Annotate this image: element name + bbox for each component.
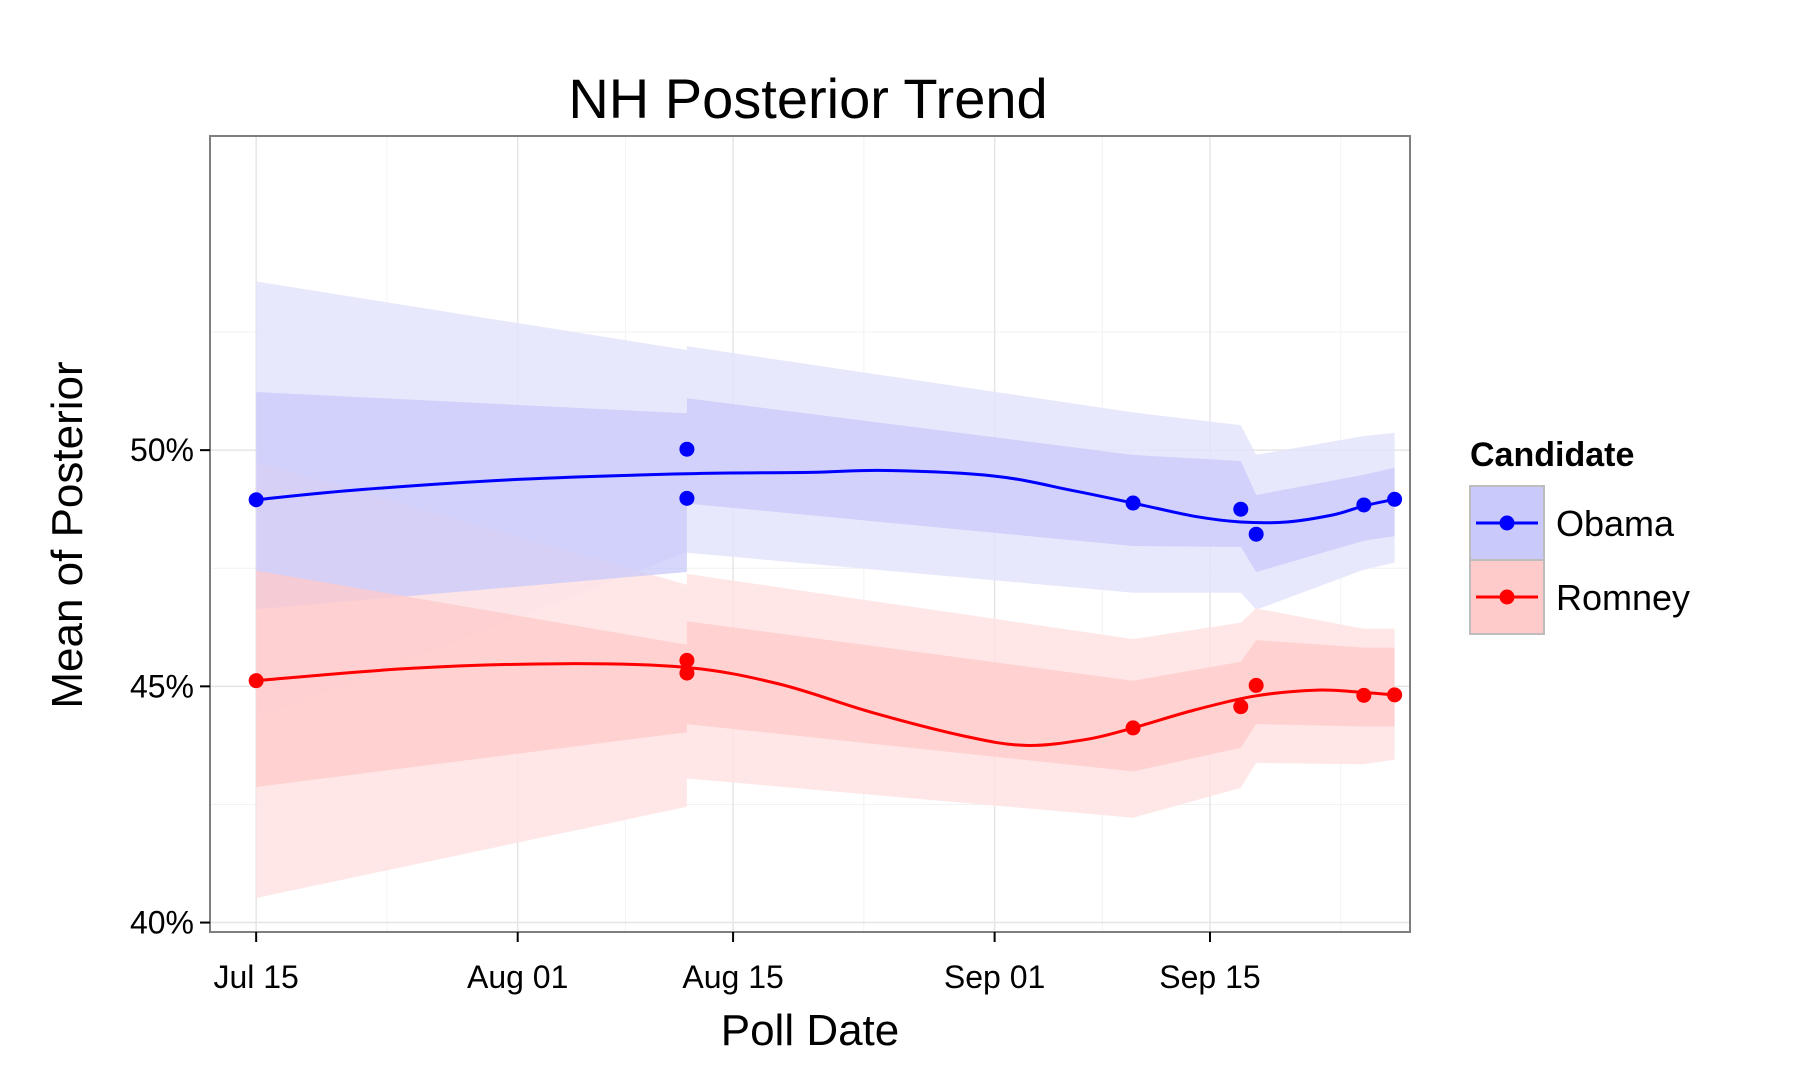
x-tick-label: Sep 01 (944, 959, 1045, 995)
data-points (248, 441, 1403, 736)
y-tick-label: 45% (130, 668, 194, 704)
obama-legend-label: Obama (1556, 503, 1675, 544)
x-axis-title: Poll Date (721, 1006, 900, 1055)
obama-poll-point (1233, 501, 1249, 517)
x-tick-label: Aug 01 (467, 959, 568, 995)
obama-poll-point (1356, 497, 1372, 513)
romney-legend-label: Romney (1556, 577, 1690, 618)
obama-poll-point (679, 490, 695, 506)
y-tick-label: 40% (130, 905, 194, 941)
romney-poll-point (679, 652, 695, 668)
x-tick-label: Aug 15 (682, 959, 783, 995)
legend-keys: Obama Romney (1469, 485, 1690, 635)
romney-poll-point (1233, 699, 1249, 715)
x-tick-label: Jul 15 (213, 959, 298, 995)
chart-title: NH Posterior Trend (568, 67, 1047, 130)
legend: Candidate Obama Romney (1469, 436, 1690, 635)
romney-poll-point (1356, 687, 1372, 703)
obama-poll-point (679, 441, 695, 457)
romney-legend-point (1499, 589, 1515, 605)
x-axis: Jul 15 Aug 01 Aug 15 Sep 01 Sep 15 (213, 932, 1261, 995)
obama-poll-point (1125, 495, 1141, 511)
romney-poll-point (1387, 687, 1403, 703)
obama-poll-point (1248, 526, 1264, 542)
romney-trend-line (256, 662, 1395, 747)
obama-poll-point (1387, 491, 1403, 507)
obama-inner-band (256, 392, 1395, 610)
y-tick-label: 50% (130, 432, 194, 468)
obama-trend-line (256, 468, 1395, 525)
legend-title: Candidate (1470, 436, 1634, 474)
romney-poll-point (679, 665, 695, 681)
plot-panel-border (209, 135, 1411, 933)
y-axis: 40% 45% 50% (130, 432, 210, 941)
obama-legend-point (1499, 515, 1515, 531)
romney-poll-point (1248, 677, 1264, 693)
trend-lines (256, 468, 1395, 747)
romney-poll-point (248, 673, 264, 689)
obama-poll-point (248, 492, 264, 508)
romney-poll-point (1125, 720, 1141, 736)
y-axis-title: Mean of Posterior (43, 361, 92, 708)
x-tick-label: Sep 15 (1159, 959, 1260, 995)
